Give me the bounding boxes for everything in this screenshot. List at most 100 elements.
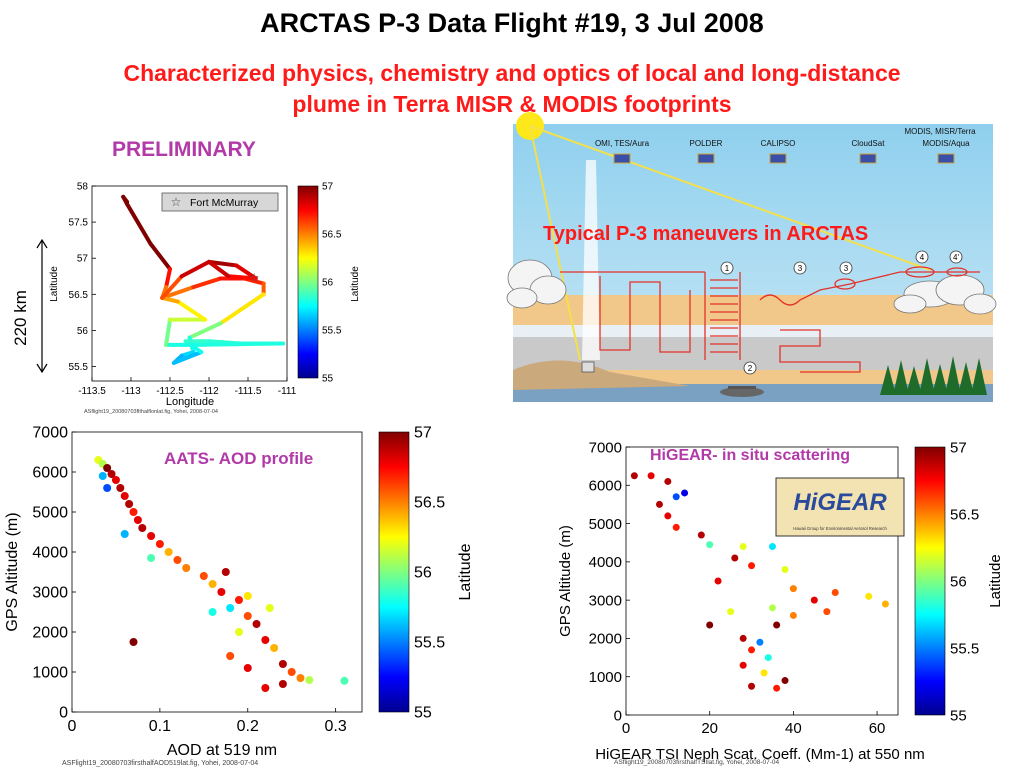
data-point [748,682,756,690]
marker-circle [743,361,757,375]
satellite-label: MODIS/Aqua [922,139,970,148]
subtitle-line-1: Characterized physics, chemistry and opt… [123,60,901,86]
data-point [781,677,789,685]
data-point [147,532,156,540]
data-point [664,477,672,485]
x-tick-label: -111 [278,386,297,397]
data-point [731,554,739,562]
map-colorbar-label: Latitude [350,266,361,302]
track-segment [171,350,204,365]
flight-pattern [560,266,980,373]
track-segment [195,341,286,347]
marker-circle [915,250,929,264]
y-tick-label: 4000 [32,545,68,562]
aod-caption: ASFlight19_20080703firsthalfAOD519lat.fi… [62,760,258,767]
track-segment [160,285,196,300]
scat-ylabel: GPS Altitude (m) [557,525,574,637]
aod-profile-label: AATS- AOD profile [164,449,314,468]
page-title: ARCTAS P-3 Data Flight #19, 3 Jul 2008 [260,8,764,38]
data-point [865,592,873,600]
satellite-label: CloudSat [852,139,886,148]
data-point [706,541,714,549]
data-point [764,654,772,662]
track-segment [164,267,172,290]
data-point [208,608,217,616]
marker-circle [949,250,963,264]
scale-arrow [36,238,48,374]
marker-circle [839,261,853,275]
track-segment [164,317,172,347]
x-tick-label: 0.2 [237,718,259,735]
aod-ylabel: GPS Altitude (m) [4,512,21,631]
satellite-icon [697,153,715,164]
maneuver-diagram: 1 2 3 3 4 4' OMI, TES/Aura POLDER CALIPSO CloudS… [506,112,997,402]
map-ticks: -113.5 -113 -112.5 -112 -111.5 -111 58 57.5 57 56… [69,182,297,398]
data-point [182,564,191,572]
colorbar-tick-label: 56.5 [414,495,445,512]
data-point [125,500,134,508]
star-icon: ☆ [171,195,182,209]
data-point [261,684,270,692]
data-point [138,524,147,532]
colorbar-tick-label: 57 [950,439,967,456]
aod-axes [71,431,363,713]
data-point [672,493,680,501]
data-point [305,676,314,684]
cloud-icon [506,259,567,309]
scat-caption: ASflight19_20080703firsthalfTSIlat.fig, … [614,759,780,766]
data-point [789,585,797,593]
data-point [133,516,142,524]
aod-points [94,456,349,692]
satellite-icon [859,153,877,164]
colorbar-tick-label: 55 [950,707,967,724]
data-point [672,523,680,531]
track-segment [226,274,258,281]
data-point [199,572,208,580]
track-segment [175,299,208,322]
data-point [781,566,789,574]
cloud-icon [893,274,997,315]
data-point [664,512,672,520]
data-point [147,554,156,562]
x-tick-label: 60 [869,720,886,737]
scat-colorbar-label: Latitude [987,554,1004,607]
data-point [252,620,261,628]
forest-icon [880,356,987,395]
data-point [756,638,764,646]
data-point [748,562,756,570]
subtitle-line-2: plume in Terra MISR & MODIS footprints [292,91,732,117]
map-flight-track: ☆ [121,194,286,365]
track-segment [179,350,196,358]
colorbar-tick-label: 55 [414,705,432,722]
x-tick-label: 0.3 [325,718,347,735]
map-ylabel: Latitude [49,266,60,302]
y-tick-label: 57.5 [69,218,89,229]
map-xlabel: Longitude [166,396,214,408]
colorbar-tick-label: 56.5 [950,506,979,523]
data-point [773,621,781,629]
satellite-icon [769,153,787,164]
y-tick-label: 6000 [32,465,68,482]
aod-colorbar-label: Latitude [457,543,474,600]
scat-colorbar: 57 56.5 56 55.5 55 Latitude [914,439,1004,724]
y-tick-label: 2000 [589,631,622,648]
track-segment [160,274,184,300]
colorbar-tick-label: 55.5 [950,640,979,657]
data-point [681,489,689,497]
data-point [655,500,663,508]
data-point [739,661,747,669]
data-point [234,628,243,636]
satellite-label: MODIS, MISR/Terra [904,127,976,136]
satellite-icon [613,153,631,164]
page-subtitle: Characterized physics, chemistry and opt… [10,58,1014,120]
preliminary-label: PRELIMINARY [112,138,256,161]
data-point [120,530,129,538]
y-tick-label: 6000 [589,478,622,495]
y-tick-label: 5000 [589,516,622,533]
data-point [768,543,776,551]
aod-xlabel: AOD at 519 nm [167,742,277,759]
y-tick-label: 56 [77,326,89,337]
data-point [789,611,797,619]
colorbar-tick-label: 57 [322,182,334,193]
